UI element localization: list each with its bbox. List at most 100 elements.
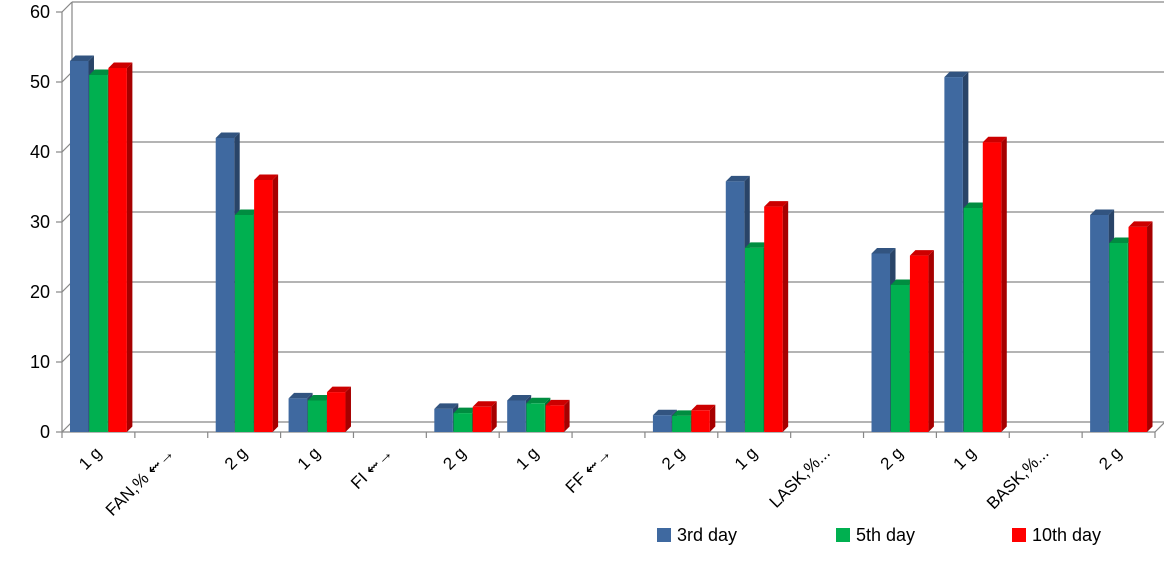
bar-top xyxy=(1090,209,1115,215)
bar-front xyxy=(234,215,254,432)
bar-top xyxy=(69,55,94,61)
y-tick-label: 0 xyxy=(40,422,50,442)
bar-front xyxy=(1109,243,1128,432)
bar-front xyxy=(672,415,691,432)
bar-front xyxy=(1090,215,1109,432)
bar-side xyxy=(126,62,133,432)
x-category-label: LASK,%... xyxy=(766,443,834,511)
x-category-label: 2 g xyxy=(877,443,907,473)
bar-10th-day-6 xyxy=(545,399,570,432)
bar-side xyxy=(928,250,934,432)
bar-side xyxy=(564,399,570,432)
bar-top xyxy=(944,71,969,78)
y-tick-label: 50 xyxy=(30,72,50,92)
bars xyxy=(69,55,1153,432)
bar-side xyxy=(709,404,716,432)
bar-10th-day-8 xyxy=(691,404,716,432)
bar-front xyxy=(69,61,89,432)
bar-top xyxy=(434,403,459,409)
bar-side xyxy=(272,174,279,432)
bar-10th-day-14 xyxy=(1128,221,1153,432)
bar-front xyxy=(691,410,710,432)
bar-top xyxy=(526,397,551,404)
x-category-label: 1 g xyxy=(294,443,324,473)
x-category-label: 1 g xyxy=(950,443,980,473)
bar-top xyxy=(871,248,896,254)
bar-top xyxy=(326,386,351,393)
legend-swatch xyxy=(836,528,850,542)
bar-top xyxy=(1109,237,1134,243)
bar-front xyxy=(890,285,910,432)
bar-front xyxy=(108,68,127,432)
bar-top xyxy=(545,399,570,406)
bar-top xyxy=(108,62,133,68)
bar-side xyxy=(1001,136,1007,432)
bar-10th-day-0 xyxy=(108,62,133,432)
bar-10th-day-2 xyxy=(254,174,279,432)
legend-label: 3rd day xyxy=(677,525,737,545)
bar-front xyxy=(652,415,672,432)
x-category-label: FI ⇜→ xyxy=(347,443,397,493)
bar-front xyxy=(434,408,453,432)
legend: 3rd day 5th day 10th day xyxy=(657,525,1101,545)
bar-side xyxy=(491,401,497,432)
y-tick-label: 40 xyxy=(30,142,50,162)
bar-front xyxy=(725,181,745,432)
bar-10th-day-12 xyxy=(982,136,1007,432)
legend-item-10th-day: 10th day xyxy=(1012,525,1101,545)
bar-top xyxy=(982,136,1007,143)
bar-side xyxy=(782,201,789,432)
bar-front xyxy=(982,142,1002,432)
bar-top xyxy=(288,392,313,399)
bar-front xyxy=(545,405,565,432)
bar-top xyxy=(744,242,769,248)
x-category-label: FAN,% ⇜→ xyxy=(102,443,178,519)
bar-front xyxy=(453,413,473,432)
bar-10th-day-9 xyxy=(764,201,789,432)
bar-front xyxy=(871,253,891,432)
bar-top xyxy=(691,404,716,411)
bar-top xyxy=(1128,221,1153,227)
legend-item-5th-day: 5th day xyxy=(836,525,915,545)
legend-swatch xyxy=(1012,528,1026,542)
bar-front xyxy=(744,247,764,432)
bar-front xyxy=(909,255,929,432)
bar-top xyxy=(652,409,677,416)
x-category-label: 1 g xyxy=(731,443,761,473)
bar-front xyxy=(507,400,526,432)
bar-top xyxy=(307,395,332,401)
x-category-label: 2 g xyxy=(1095,443,1125,473)
bar-front xyxy=(526,403,545,432)
bar-side xyxy=(345,386,351,432)
bar-front xyxy=(307,400,327,432)
x-category-label: 1 g xyxy=(512,443,542,473)
bar-front xyxy=(944,77,963,432)
bar-top xyxy=(453,407,478,414)
bar-top xyxy=(764,201,789,207)
bar-front xyxy=(326,392,346,432)
y-tick-label: 30 xyxy=(30,212,50,232)
bar-top xyxy=(890,279,915,285)
bar-front xyxy=(215,138,235,432)
bar-front xyxy=(472,406,492,432)
bar-top xyxy=(672,410,697,416)
y-tick-label: 20 xyxy=(30,282,50,302)
bar-top xyxy=(89,69,114,75)
y-tick-label: 60 xyxy=(30,2,50,22)
bar-front xyxy=(89,75,108,432)
bar-front xyxy=(963,208,983,432)
bar-top xyxy=(909,250,934,256)
bar-10th-day-3 xyxy=(326,386,351,432)
y-tick-label: 10 xyxy=(30,352,50,372)
bar-top xyxy=(963,202,988,208)
bar-front xyxy=(764,206,783,432)
x-category-label: BASK,%... xyxy=(983,443,1053,513)
legend-swatch xyxy=(657,528,671,542)
bar-front xyxy=(288,398,308,432)
x-category-label: 2 g xyxy=(658,443,688,473)
legend-label: 10th day xyxy=(1032,525,1101,545)
bar-top xyxy=(254,174,279,180)
gridline-depth-60 xyxy=(61,1,73,13)
bar-side xyxy=(1147,221,1153,432)
x-category-label: FF ⇜→ xyxy=(562,443,616,497)
